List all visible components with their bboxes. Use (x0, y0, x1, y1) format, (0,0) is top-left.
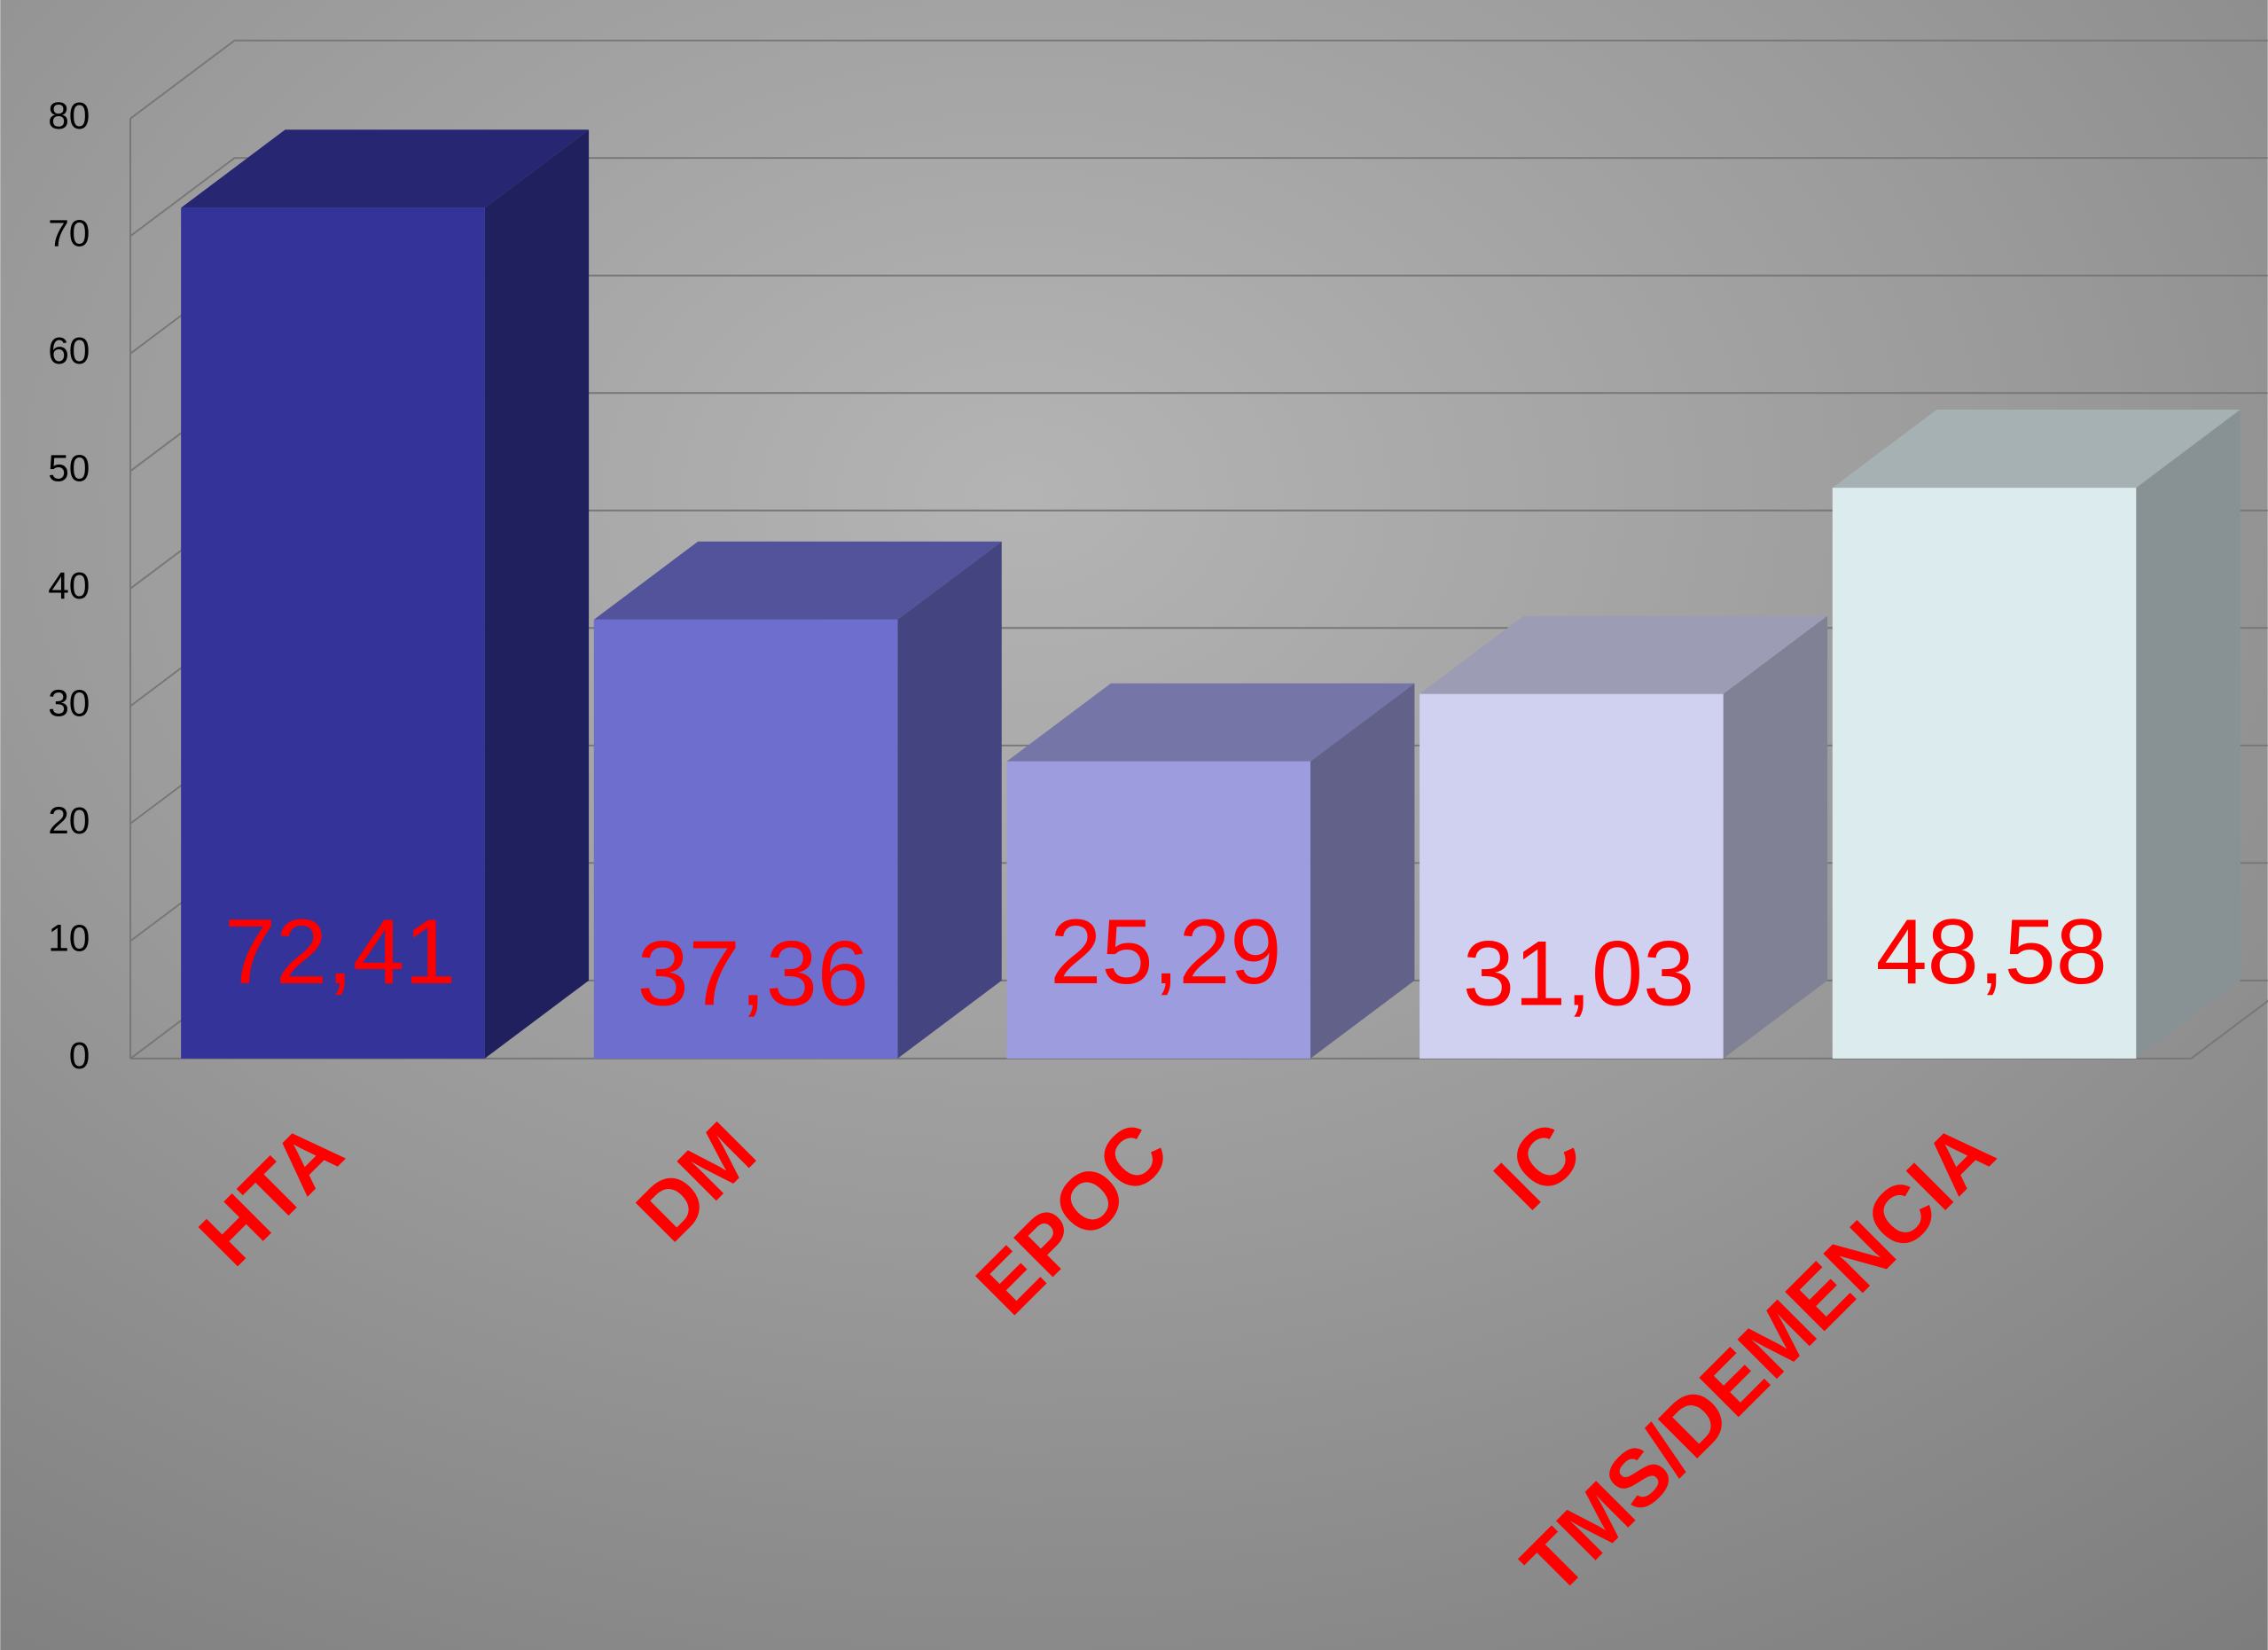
bar-side (484, 129, 590, 1059)
value-label: 25,29 (1050, 901, 1281, 1004)
bar-top (1419, 615, 1828, 694)
value-label: 48,58 (1876, 901, 2108, 1004)
bar-top (1832, 410, 2241, 489)
y-tick-label: 60 (48, 330, 90, 371)
y-tick-label: 30 (48, 683, 90, 724)
y-tick-label: 40 (48, 565, 90, 606)
y-tick-label: 20 (48, 800, 90, 841)
grid-line (129, 39, 2268, 120)
grid-line (129, 157, 2268, 238)
value-label: 31,03 (1463, 923, 1694, 1026)
bar (1419, 693, 1724, 1059)
y-tick-label: 10 (48, 918, 90, 959)
bar-side (1723, 615, 1828, 1059)
value-label: 72,41 (224, 901, 456, 1004)
y-tick-label: 80 (48, 95, 90, 137)
bar-side (2136, 410, 2241, 1059)
bar (1006, 761, 1310, 1059)
x-axis-depth (2190, 999, 2268, 1060)
bar-top (1006, 683, 1415, 762)
y-tick-label: 50 (48, 448, 90, 489)
bar-top (181, 129, 590, 208)
bar (1832, 488, 2137, 1059)
bar-side (1310, 683, 1415, 1059)
bar (181, 207, 485, 1059)
y-tick-label: 0 (69, 1035, 90, 1076)
value-label: 37,36 (637, 923, 869, 1026)
y-tick-label: 70 (48, 212, 90, 254)
bar-top (593, 541, 1002, 620)
bar-side (897, 541, 1002, 1059)
bar (593, 619, 898, 1059)
